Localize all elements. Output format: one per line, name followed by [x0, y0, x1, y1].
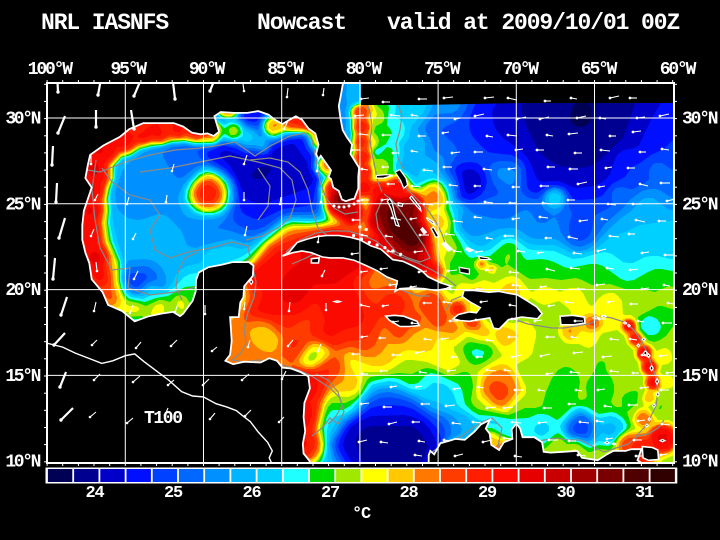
svg-text:24: 24: [85, 484, 104, 503]
svg-text:25°N: 25°N: [5, 195, 40, 215]
svg-text:25°N: 25°N: [682, 195, 718, 215]
svg-text:28: 28: [399, 484, 418, 503]
svg-text:15°N: 15°N: [5, 367, 40, 387]
svg-text:valid at 2009/10/01 00Z: valid at 2009/10/01 00Z: [387, 10, 679, 36]
svg-text:20°N: 20°N: [5, 281, 40, 301]
svg-text:85°W: 85°W: [267, 60, 304, 80]
svg-text:65°W: 65°W: [581, 60, 618, 80]
svg-text:10°N: 10°N: [5, 453, 40, 473]
svg-text:25: 25: [164, 484, 183, 503]
svg-text:27: 27: [321, 484, 340, 503]
svg-text:31: 31: [635, 484, 654, 503]
svg-text:29: 29: [478, 484, 497, 503]
svg-text:100°W: 100°W: [28, 60, 73, 80]
svg-text:90°W: 90°W: [189, 60, 226, 80]
svg-text:26: 26: [242, 484, 261, 503]
svg-text:°C: °C: [352, 505, 371, 524]
svg-text:10°N: 10°N: [682, 453, 718, 473]
svg-text:60°W: 60°W: [660, 60, 697, 80]
svg-text:15°N: 15°N: [682, 367, 718, 387]
svg-text:75°W: 75°W: [424, 60, 461, 80]
svg-text:NRL IASNFS: NRL IASNFS: [41, 10, 169, 36]
svg-text:20°N: 20°N: [682, 281, 718, 301]
svg-text:70°W: 70°W: [502, 60, 539, 80]
svg-text:95°W: 95°W: [110, 60, 147, 80]
svg-text:30: 30: [556, 484, 575, 503]
svg-text:30°N: 30°N: [682, 110, 718, 130]
svg-text:T100: T100: [144, 409, 182, 429]
svg-text:80°W: 80°W: [346, 60, 383, 80]
svg-text:30°N: 30°N: [5, 110, 40, 130]
svg-text:Nowcast: Nowcast: [257, 10, 346, 36]
